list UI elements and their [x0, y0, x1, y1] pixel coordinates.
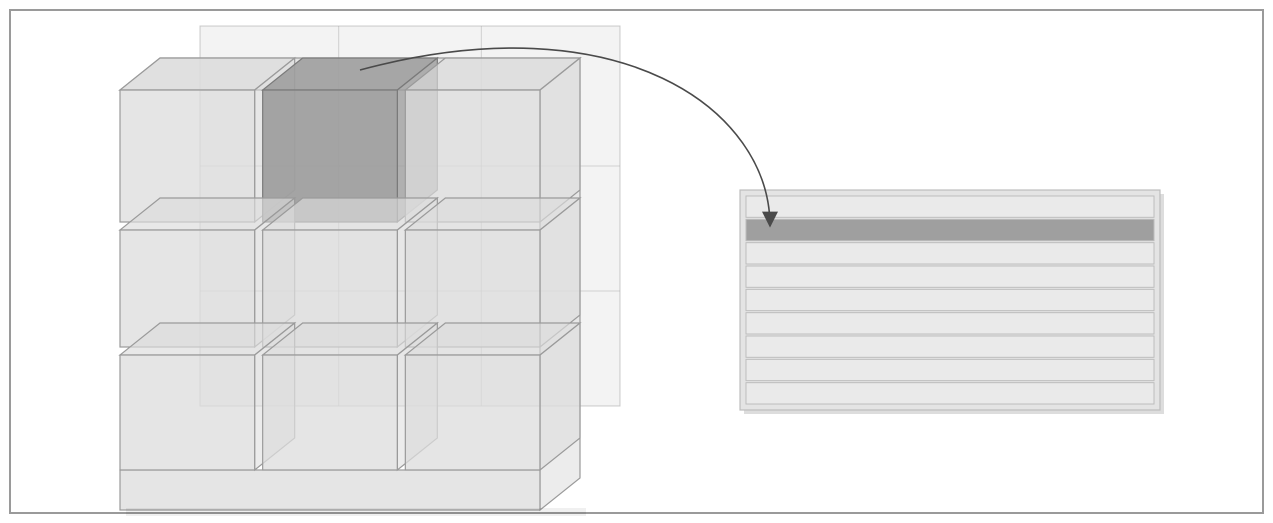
table-row [746, 196, 1154, 217]
cube-cell-front [263, 355, 398, 470]
table-row [746, 359, 1154, 380]
table-row [746, 313, 1154, 334]
table-row [746, 243, 1154, 264]
diagram-svg [0, 0, 1273, 523]
table-row [746, 383, 1154, 404]
table-row [746, 266, 1154, 287]
diagram-frame [0, 0, 1273, 523]
cube-group [120, 26, 620, 516]
cube-cell-front [120, 355, 255, 470]
table-group [740, 190, 1164, 414]
cube-cell-front [405, 355, 540, 470]
table-row [746, 289, 1154, 310]
table-row-highlight [746, 219, 1154, 240]
cube-base-front [120, 470, 540, 510]
table-row [746, 336, 1154, 357]
cube-shadow [126, 508, 586, 516]
